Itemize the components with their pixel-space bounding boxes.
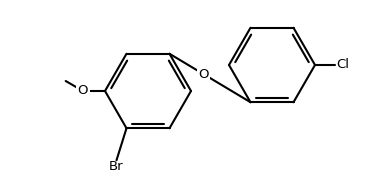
Text: O: O xyxy=(78,84,88,97)
Text: Cl: Cl xyxy=(336,59,349,71)
Text: O: O xyxy=(198,68,209,81)
Text: Br: Br xyxy=(109,160,124,173)
